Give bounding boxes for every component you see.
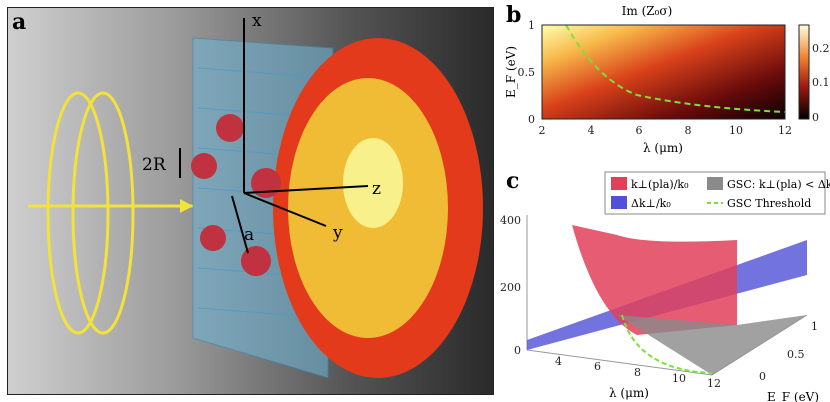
y-axis-label: y <box>332 223 343 243</box>
legend-swatch-plasmon <box>611 177 627 190</box>
x-tick: 6 <box>636 124 643 137</box>
y-tick: 0.5 <box>787 348 805 361</box>
field-center <box>343 138 403 228</box>
x-tick: 10 <box>672 372 686 385</box>
x-tick: 2 <box>539 124 546 137</box>
nanoparticle <box>200 225 226 251</box>
radius-label: 2R <box>142 155 167 175</box>
legend-swatch-gsc <box>707 177 723 190</box>
nanoparticle <box>216 114 244 142</box>
legend-swatch-delta <box>611 196 627 209</box>
x-tick: 12 <box>778 124 792 137</box>
x-tick: 4 <box>555 355 562 368</box>
x-tick: 4 <box>588 124 595 137</box>
x-axis-label: λ (μm) <box>643 141 683 155</box>
z-tick: 400 <box>500 214 521 227</box>
spacing-label: a <box>244 225 254 245</box>
x-tick: 8 <box>634 366 641 379</box>
heatmap-area <box>542 25 785 119</box>
plasmon-surface <box>572 225 737 335</box>
heatmap-frame <box>541 24 786 120</box>
y-axis-label: E_F (eV) <box>504 46 518 98</box>
x-tick: 12 <box>707 377 721 390</box>
beam-arrowhead <box>180 199 193 213</box>
z-tick: 0 <box>514 344 521 357</box>
z-tick: 200 <box>500 281 521 294</box>
y-tick: 0.5 <box>518 66 536 79</box>
panel-b-label: b <box>506 2 522 28</box>
nanoparticle <box>191 153 217 179</box>
y-tick: 0 <box>528 113 535 126</box>
x-tick: 8 <box>685 124 692 137</box>
legend-plasmon: k⊥(pla)/k₀ <box>631 178 689 191</box>
colorbar-tick: 0.2 <box>812 42 830 55</box>
x-tick: 6 <box>594 360 601 373</box>
colorbar-tick: 0.1 <box>812 76 830 89</box>
panel-c-label: c <box>506 168 520 194</box>
graphene-scene: x z y 2R a <box>28 11 483 379</box>
panel-c-surface: k⊥(pla)/k₀ Δk⊥/k₀ GSC: k⊥(pla) < Δk⊥ GSC… <box>500 171 830 402</box>
x-tick: 10 <box>729 124 743 137</box>
y-axis-label: E_F (eV) <box>767 390 819 402</box>
z-axis-label: z <box>372 179 381 199</box>
heatmap-title: Im (Z₀σ) <box>622 4 673 18</box>
threshold-curve-3d <box>621 314 713 374</box>
panel-a-label: a <box>12 9 27 35</box>
circularly-polarized-beam <box>28 91 193 335</box>
legend-delta: Δk⊥/k₀ <box>631 197 671 210</box>
gsc-region <box>617 315 807 375</box>
y-tick: 0 <box>759 370 766 383</box>
y-tick: 1 <box>528 19 535 32</box>
panel-b-heatmap: Im (Z₀σ) 1 0.5 0 2 4 6 8 10 12 λ (μm) E_… <box>504 4 830 155</box>
colorbar-tick: 0 <box>812 111 819 124</box>
coordinate-axes <box>179 18 369 254</box>
y-tick: 1 <box>811 320 818 333</box>
x-axis-label: x <box>252 11 262 31</box>
x-axis-label: λ (μm) <box>609 386 649 400</box>
legend-threshold: GSC Threshold <box>727 197 811 210</box>
nanoparticle <box>241 246 271 276</box>
colorbar <box>798 24 810 120</box>
panel-a-illustration: x z y 2R a <box>7 7 494 395</box>
legend-gsc: GSC: k⊥(pla) < Δk⊥ <box>727 178 830 191</box>
threshold-curve <box>565 24 786 113</box>
nanoparticle <box>251 168 281 198</box>
